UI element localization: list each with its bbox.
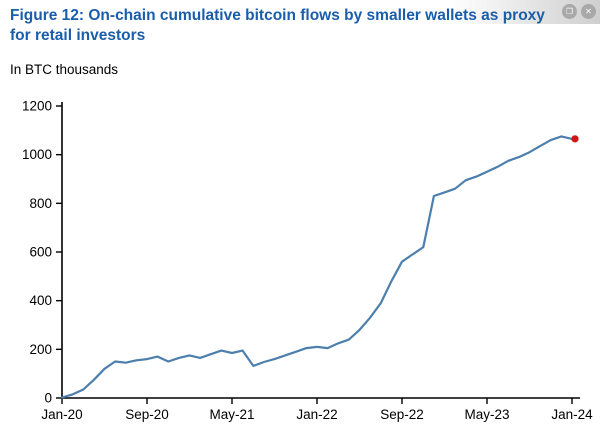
svg-text:May-23: May-23 (464, 407, 509, 422)
chart-area: 0 200 400 600 800 1000 1200 Jan-20 Sep-20 May-21 J… (0, 88, 600, 440)
top-gradient-bar (0, 0, 600, 24)
svg-text:600: 600 (29, 245, 52, 260)
svg-text:Jan-24: Jan-24 (551, 407, 593, 422)
svg-text:800: 800 (29, 196, 52, 211)
badge-icon[interactable]: ❐ (562, 4, 577, 19)
svg-text:200: 200 (29, 342, 52, 357)
overlay-controls: ❐ ✕ (562, 4, 596, 19)
svg-text:Jan-22: Jan-22 (296, 407, 337, 422)
close-icon[interactable]: ✕ (581, 4, 596, 19)
svg-text:May-21: May-21 (209, 407, 254, 422)
svg-text:1000: 1000 (22, 147, 52, 162)
line-chart: 0 200 400 600 800 1000 1200 Jan-20 Sep-20 May-21 J… (22, 99, 593, 423)
chart-units-label: In BTC thousands (10, 62, 119, 77)
chart-title: Figure 12: On-chain cumulative bitcoin f… (10, 7, 545, 45)
svg-text:Sep-22: Sep-22 (380, 407, 424, 422)
svg-text:1200: 1200 (22, 99, 52, 114)
svg-text:Sep-20: Sep-20 (125, 407, 169, 422)
svg-text:0: 0 (44, 391, 52, 406)
svg-text:400: 400 (29, 293, 52, 308)
svg-text:Jan-20: Jan-20 (41, 407, 82, 422)
